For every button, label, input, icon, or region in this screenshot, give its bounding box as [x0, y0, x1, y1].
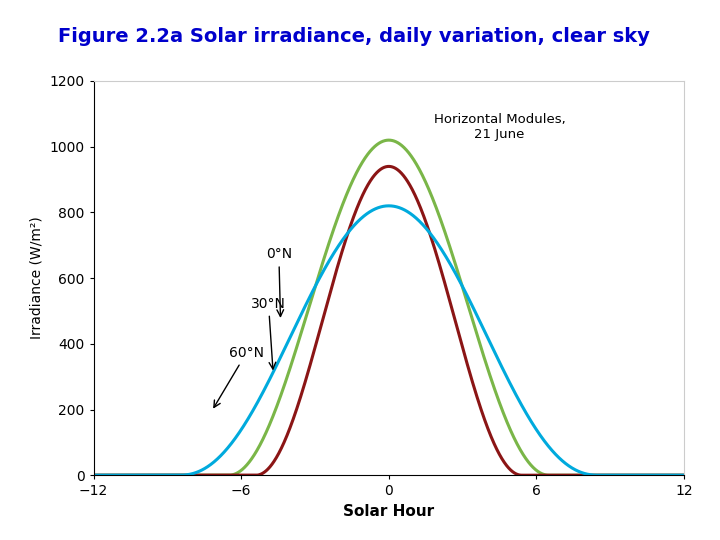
Y-axis label: Irradiance (W/m²): Irradiance (W/m²) [30, 217, 44, 340]
Text: 30°N: 30°N [251, 296, 286, 369]
Text: 60°N: 60°N [214, 346, 264, 407]
Text: Figure 2.2a Solar irradiance, daily variation, clear sky: Figure 2.2a Solar irradiance, daily vari… [58, 27, 649, 46]
X-axis label: Solar Hour: Solar Hour [343, 504, 434, 519]
Text: 0°N: 0°N [266, 247, 292, 316]
Text: Horizontal Modules,
21 June: Horizontal Modules, 21 June [433, 113, 565, 141]
